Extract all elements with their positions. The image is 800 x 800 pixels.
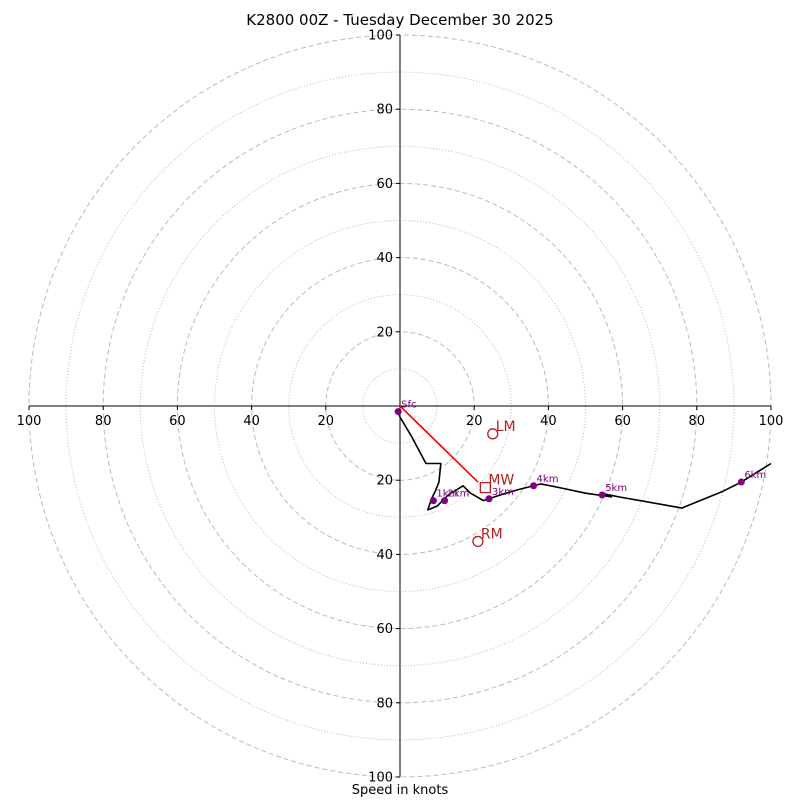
x-tick-label: 40	[243, 414, 260, 429]
x-tick-label: 60	[169, 414, 186, 429]
shear-vector	[399, 405, 479, 483]
mean-wind-marker	[479, 481, 491, 494]
height-marker-label: 5km	[605, 483, 627, 494]
height-marker-Sfc	[394, 408, 402, 416]
x-axis-label: Speed in knots	[351, 783, 449, 798]
y-tick-label: 20	[376, 325, 393, 340]
y-tick-label: 80	[376, 103, 393, 118]
y-tick-label: 60	[376, 177, 393, 192]
y-tick-label: 40	[376, 548, 393, 563]
height-marker-label: 6km	[744, 470, 766, 481]
height-marker-6km	[737, 478, 745, 486]
y-tick-label: 40	[376, 251, 393, 266]
x-tick-label: 40	[540, 414, 557, 429]
x-tick-label: 80	[689, 414, 706, 429]
height-marker-label: 2km	[448, 489, 470, 500]
chart-title: K2800 00Z - Tuesday December 30 2025	[246, 11, 554, 29]
height-marker-3km	[485, 495, 493, 503]
y-tick-label: 80	[376, 696, 393, 711]
left-mover-marker	[487, 428, 499, 440]
x-tick-label: 100	[759, 414, 784, 429]
y-tick-label: 60	[376, 622, 393, 637]
y-tick-label: 100	[368, 771, 393, 786]
y-tick-label: 20	[376, 474, 393, 489]
y-tick-label: 100	[368, 29, 393, 44]
x-tick-label: 20	[466, 414, 483, 429]
x-tick-label: 20	[318, 414, 335, 429]
x-tick-label: 100	[17, 414, 42, 429]
height-marker-label: Sfc	[401, 400, 416, 411]
x-tick-label: 60	[614, 414, 631, 429]
height-marker-2km	[441, 497, 449, 505]
height-marker-1km	[429, 497, 437, 505]
height-marker-label: 3km	[492, 487, 514, 498]
height-marker-5km	[598, 491, 606, 499]
x-tick-label: 80	[95, 414, 112, 429]
shear-vector-line	[399, 405, 479, 483]
height-marker-label: 4km	[537, 474, 559, 485]
right-mover-label: RM	[481, 526, 503, 542]
tick-labels: 100 80 60 40 20 20 40 60 80 100 20 40 60 80 100 20 40 60 8…	[17, 29, 784, 786]
left-mover-label: LM	[496, 419, 516, 435]
right-mover-marker	[472, 535, 484, 548]
storm-motion-markers: LM MW RM	[472, 419, 516, 548]
height-marker-label: 1km	[436, 489, 458, 500]
mean-wind-label: MW	[488, 473, 514, 489]
height-marker-4km	[530, 482, 538, 490]
